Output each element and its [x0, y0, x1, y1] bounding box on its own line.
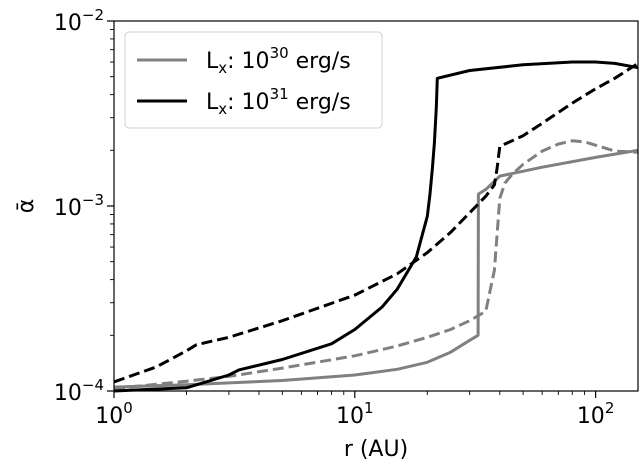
series-line-4-dashed: [113, 62, 639, 384]
plot-frame: [113, 20, 639, 392]
y-axis-label: ᾱ: [14, 199, 39, 214]
y-tick-label: 10−4: [54, 376, 104, 406]
x-tick-label: 100: [95, 399, 133, 429]
series-line-1-solid: [113, 148, 639, 389]
legend-label-2: Lx: 1031 erg/s: [206, 85, 351, 118]
y-tick-label: 10−3: [54, 191, 104, 221]
legend-box: [124, 31, 383, 129]
legend-entries: Lx: 1030 erg/s Lx: 1031 erg/s: [137, 44, 351, 118]
y-tick-label: 10−2: [54, 6, 104, 36]
series-line-3-solid: [113, 60, 639, 393]
series-line-2-dashed: [113, 139, 639, 391]
x-tick-label: 101: [336, 399, 374, 429]
series-layer: [113, 60, 639, 393]
ticks-layer: [107, 20, 597, 398]
x-axis-label: r (AU): [344, 437, 408, 461]
x-tick-label: 102: [577, 399, 615, 429]
tick-labels-layer: 100 101 102 10−4 10−3 10−2: [54, 6, 614, 429]
legend-label-1: Lx: 1030 erg/s: [206, 44, 351, 77]
legend: Lx: 1030 erg/s Lx: 1031 erg/s: [124, 31, 383, 129]
